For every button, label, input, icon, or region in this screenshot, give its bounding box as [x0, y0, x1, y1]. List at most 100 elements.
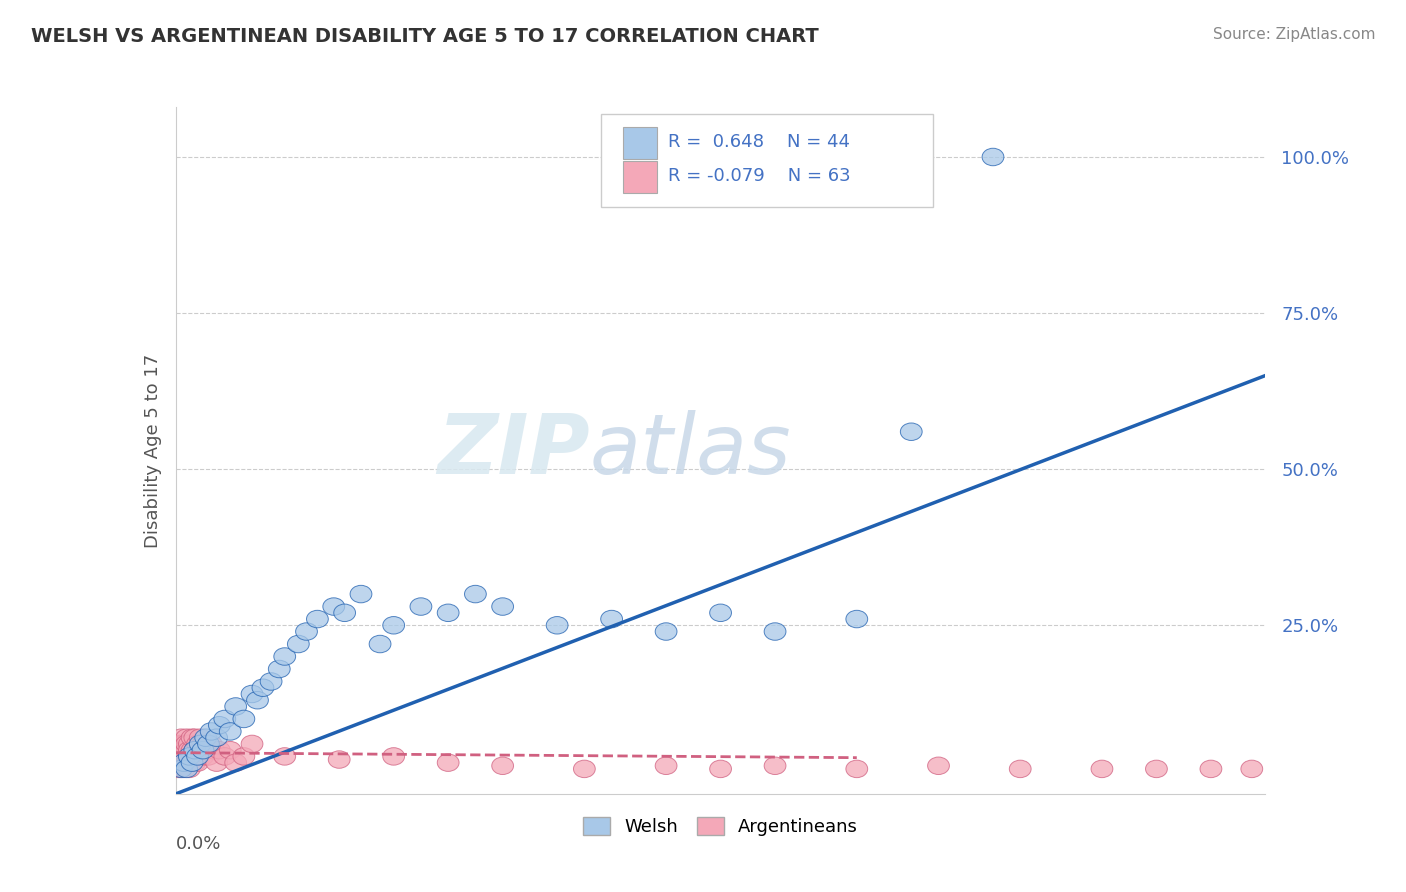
Ellipse shape — [173, 747, 195, 765]
Ellipse shape — [437, 604, 458, 622]
Ellipse shape — [170, 747, 193, 765]
Ellipse shape — [200, 723, 222, 740]
Ellipse shape — [187, 754, 208, 772]
Text: ZIP: ZIP — [437, 410, 591, 491]
Ellipse shape — [184, 754, 205, 772]
Ellipse shape — [600, 610, 623, 628]
Ellipse shape — [655, 623, 678, 640]
Ellipse shape — [382, 616, 405, 634]
Ellipse shape — [179, 741, 200, 759]
Ellipse shape — [370, 635, 391, 653]
Ellipse shape — [181, 754, 202, 772]
Ellipse shape — [181, 754, 202, 772]
Ellipse shape — [765, 623, 786, 640]
Ellipse shape — [1241, 760, 1263, 778]
FancyBboxPatch shape — [623, 161, 658, 193]
Ellipse shape — [928, 757, 949, 774]
Ellipse shape — [176, 754, 197, 772]
Ellipse shape — [181, 741, 202, 759]
Text: WELSH VS ARGENTINEAN DISABILITY AGE 5 TO 17 CORRELATION CHART: WELSH VS ARGENTINEAN DISABILITY AGE 5 TO… — [31, 27, 818, 45]
Ellipse shape — [287, 635, 309, 653]
Ellipse shape — [765, 757, 786, 774]
Ellipse shape — [242, 685, 263, 703]
Text: atlas: atlas — [591, 410, 792, 491]
Ellipse shape — [195, 741, 217, 759]
Ellipse shape — [208, 716, 231, 734]
Ellipse shape — [295, 623, 318, 640]
Ellipse shape — [382, 747, 405, 765]
Ellipse shape — [200, 735, 222, 753]
Ellipse shape — [411, 598, 432, 615]
Ellipse shape — [170, 729, 193, 747]
Ellipse shape — [225, 754, 246, 772]
Ellipse shape — [176, 741, 197, 759]
Ellipse shape — [900, 423, 922, 441]
Ellipse shape — [184, 741, 205, 759]
Ellipse shape — [574, 760, 595, 778]
Ellipse shape — [167, 747, 190, 765]
Ellipse shape — [492, 757, 513, 774]
Ellipse shape — [846, 610, 868, 628]
Ellipse shape — [193, 741, 214, 759]
Ellipse shape — [981, 148, 1004, 166]
Ellipse shape — [193, 735, 214, 753]
Text: R = -0.079    N = 63: R = -0.079 N = 63 — [668, 168, 851, 186]
Ellipse shape — [179, 747, 200, 765]
Ellipse shape — [1010, 760, 1031, 778]
Ellipse shape — [176, 735, 197, 753]
Ellipse shape — [274, 747, 295, 765]
Ellipse shape — [252, 679, 274, 697]
Ellipse shape — [187, 735, 208, 753]
Ellipse shape — [167, 754, 190, 772]
Text: R =  0.648    N = 44: R = 0.648 N = 44 — [668, 133, 851, 151]
Ellipse shape — [187, 747, 208, 765]
Ellipse shape — [350, 585, 371, 603]
Text: Source: ZipAtlas.com: Source: ZipAtlas.com — [1212, 27, 1375, 42]
Ellipse shape — [208, 741, 231, 759]
Ellipse shape — [1091, 760, 1114, 778]
Ellipse shape — [464, 585, 486, 603]
FancyBboxPatch shape — [600, 114, 934, 207]
Ellipse shape — [170, 754, 193, 772]
Ellipse shape — [190, 735, 211, 753]
Ellipse shape — [179, 747, 200, 765]
Ellipse shape — [184, 741, 205, 759]
Ellipse shape — [260, 673, 283, 690]
Ellipse shape — [233, 710, 254, 728]
Ellipse shape — [173, 741, 195, 759]
Ellipse shape — [333, 604, 356, 622]
Ellipse shape — [1201, 760, 1222, 778]
Ellipse shape — [242, 735, 263, 753]
Ellipse shape — [547, 616, 568, 634]
Ellipse shape — [173, 760, 195, 778]
Ellipse shape — [190, 729, 211, 747]
Ellipse shape — [179, 735, 200, 753]
Ellipse shape — [184, 729, 205, 747]
Ellipse shape — [173, 735, 195, 753]
Ellipse shape — [307, 610, 329, 628]
Ellipse shape — [179, 760, 200, 778]
Ellipse shape — [197, 735, 219, 753]
Ellipse shape — [492, 598, 513, 615]
Ellipse shape — [176, 754, 197, 772]
Ellipse shape — [170, 760, 193, 778]
FancyBboxPatch shape — [623, 127, 658, 159]
Ellipse shape — [214, 747, 236, 765]
Ellipse shape — [167, 735, 190, 753]
Ellipse shape — [205, 754, 228, 772]
Ellipse shape — [710, 760, 731, 778]
Ellipse shape — [176, 729, 197, 747]
Ellipse shape — [181, 729, 202, 747]
Ellipse shape — [219, 741, 242, 759]
Ellipse shape — [274, 648, 295, 665]
Ellipse shape — [205, 729, 228, 747]
Legend: Welsh, Argentineans: Welsh, Argentineans — [576, 809, 865, 843]
Ellipse shape — [193, 747, 214, 765]
Ellipse shape — [190, 741, 211, 759]
Y-axis label: Disability Age 5 to 17: Disability Age 5 to 17 — [143, 353, 162, 548]
Ellipse shape — [246, 691, 269, 709]
Ellipse shape — [167, 760, 190, 778]
Ellipse shape — [195, 729, 217, 747]
Ellipse shape — [219, 723, 242, 740]
Ellipse shape — [176, 760, 197, 778]
